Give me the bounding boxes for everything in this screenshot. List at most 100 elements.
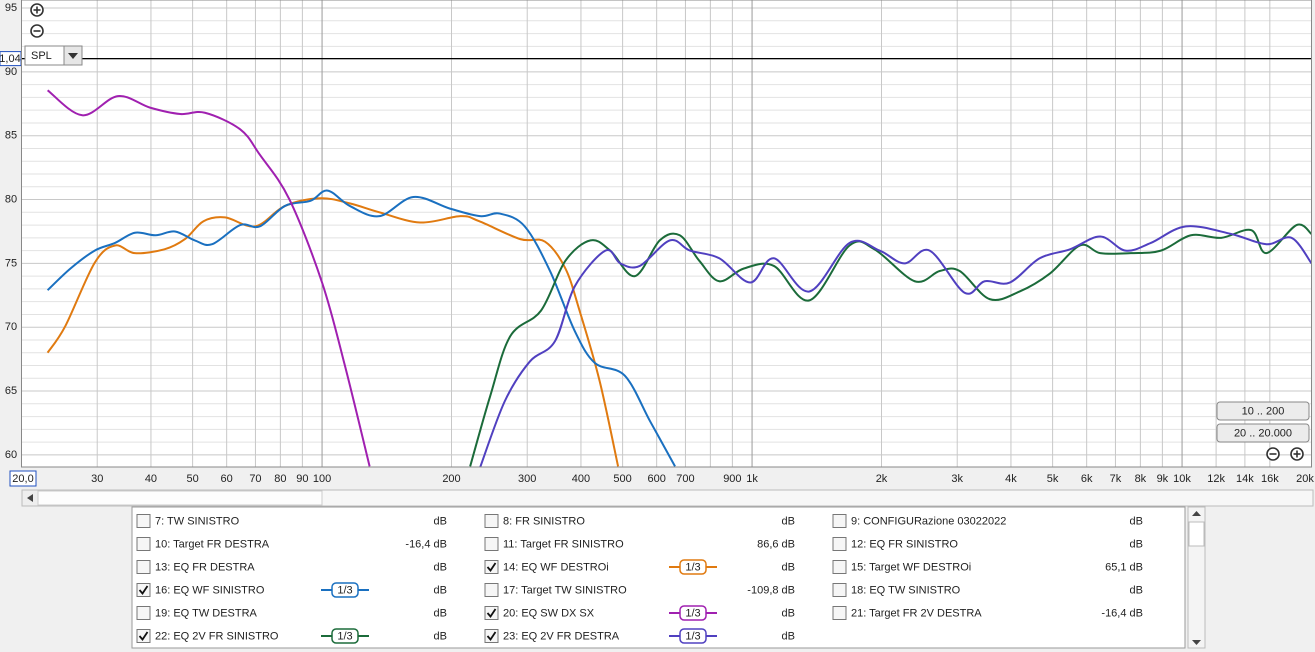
button-label: 20 .. 20.000 xyxy=(1234,427,1292,439)
smoothing-badge xyxy=(679,605,707,621)
readout: dB xyxy=(1130,515,1143,527)
x-tick-label: 60 xyxy=(221,473,233,485)
legend-label: 17: Target TW SINISTRO xyxy=(503,584,627,596)
checkbox[interactable] xyxy=(484,560,499,574)
legend-label: 22: EQ 2V FR SINISTRO xyxy=(155,630,279,642)
checkbox[interactable] xyxy=(484,514,499,528)
smoothing-label: 1/3 xyxy=(685,561,700,573)
readout: dB xyxy=(782,515,795,527)
readout: -16,4 dB xyxy=(405,538,447,550)
measurement-row: 22: EQ 2V FR SINISTRO dB 1/3 xyxy=(136,628,447,644)
checkbox[interactable] xyxy=(832,606,847,620)
checkmark xyxy=(486,562,497,572)
range-button[interactable]: 10 .. 200 xyxy=(1216,401,1310,421)
smoothing-badge xyxy=(679,628,707,644)
zoom-in-button[interactable] xyxy=(30,3,44,17)
x-tick-label: 14k xyxy=(1236,473,1254,485)
smoothing-label: 1/3 xyxy=(337,630,352,642)
x-tick-label: 30 xyxy=(91,473,103,485)
smoothing-label: 1/3 xyxy=(685,630,700,642)
x-tick-label: 400 xyxy=(572,473,590,485)
checkmark xyxy=(486,631,497,641)
legend-label: 10: Target FR DESTRA xyxy=(155,538,270,550)
readout: dB xyxy=(782,630,795,642)
readout: dB xyxy=(782,561,795,573)
readout: 65,1 dB xyxy=(1105,561,1143,573)
checkbox[interactable] xyxy=(136,606,151,620)
x-tick-label: 80 xyxy=(274,473,286,485)
legend-label: 21: Target FR 2V DESTRA xyxy=(851,607,982,619)
curve xyxy=(46,189,676,467)
checkbox[interactable] xyxy=(832,583,847,597)
y-tick-label: 85 xyxy=(5,130,17,142)
x-tick-label: 2k xyxy=(876,473,888,485)
horizontal-scrollbar[interactable] xyxy=(21,489,1314,507)
x-tick-label: 100 xyxy=(313,473,331,485)
y-tick-label: 70 xyxy=(5,321,17,333)
readout: dB xyxy=(434,584,447,596)
readout: dB xyxy=(782,607,795,619)
checkbox[interactable] xyxy=(136,514,151,528)
x-tick-label: 16k xyxy=(1261,473,1279,485)
checkbox[interactable] xyxy=(832,560,847,574)
x-tick-label: 12k xyxy=(1207,473,1225,485)
checkbox[interactable] xyxy=(832,537,847,551)
legend-label: 9: CONFIGURazione 03022022 xyxy=(851,515,1006,527)
legend-label: 7: TW SINISTRO xyxy=(155,515,240,527)
legend-label: 14: EQ WF DESTROi xyxy=(503,561,609,573)
smoothing-label: 1/3 xyxy=(337,584,352,596)
checkbox[interactable] xyxy=(136,583,151,597)
measurement-row: 14: EQ WF DESTROi dB 1/3 xyxy=(484,559,795,575)
smoothing-badge xyxy=(331,582,359,598)
checkbox[interactable] xyxy=(832,514,847,528)
curve xyxy=(46,89,371,467)
measurement-row: 16: EQ WF SINISTRO dB 1/3 xyxy=(136,582,447,598)
x-origin-box xyxy=(9,470,37,487)
vertical-scrollbar[interactable] xyxy=(1187,506,1206,649)
plot-border xyxy=(21,0,1312,468)
curves xyxy=(46,89,1312,467)
checkmark xyxy=(486,608,497,618)
readout: -109,8 dB xyxy=(747,584,795,596)
checkbox[interactable] xyxy=(484,606,499,620)
zoom-out-button[interactable] xyxy=(30,24,44,38)
smoothing-badge xyxy=(331,628,359,644)
checkmark xyxy=(138,631,149,641)
legend-label: 15: Target WF DESTROi xyxy=(851,561,971,573)
measurement-row: 20: EQ SW DX SX dB 1/3 xyxy=(484,605,795,621)
x-tick-label: 5k xyxy=(1047,473,1059,485)
y-tick-label: 80 xyxy=(5,193,17,205)
cursor-label: 1,04 xyxy=(0,53,21,65)
range-button[interactable]: 20 .. 20.000 xyxy=(1216,423,1310,443)
curve xyxy=(479,225,1312,467)
x-tick-label: 4k xyxy=(1005,473,1017,485)
x-tick-label: 7k xyxy=(1110,473,1122,485)
zoom-in-button[interactable] xyxy=(1290,447,1304,461)
readout: 86,6 dB xyxy=(757,538,795,550)
measurement-row: 10: Target FR DESTRA -16,4 dB xyxy=(136,537,447,551)
button-label: 10 .. 200 xyxy=(1242,405,1285,417)
measurement-row: 17: Target TW SINISTRO -109,8 dB xyxy=(484,583,795,597)
x-tick-label: 1k xyxy=(746,473,758,485)
checkbox[interactable] xyxy=(484,583,499,597)
checkbox[interactable] xyxy=(136,629,151,643)
checkbox[interactable] xyxy=(484,629,499,643)
plot-area xyxy=(21,0,1312,467)
y-axis-dropdown[interactable]: SPL xyxy=(24,45,83,66)
zoom-out-button[interactable] xyxy=(1266,447,1280,461)
checkbox[interactable] xyxy=(136,560,151,574)
readout: dB xyxy=(434,561,447,573)
x-tick-label: 700 xyxy=(676,473,694,485)
x-tick-label: 6k xyxy=(1081,473,1093,485)
x-tick-label: 40 xyxy=(145,473,157,485)
x-tick-label: 10k xyxy=(1173,473,1191,485)
readout: dB xyxy=(434,630,447,642)
y-tick-label: 75 xyxy=(5,257,17,269)
checkbox[interactable] xyxy=(484,537,499,551)
checkmark xyxy=(138,585,149,595)
x-tick-label: 3k xyxy=(951,473,963,485)
checkbox[interactable] xyxy=(136,537,151,551)
axes: 60 65 70 75 80 85 90 95 20,0 30 40 50 60 70 80 90 100 200… xyxy=(0,0,1314,487)
grid xyxy=(21,0,1312,467)
